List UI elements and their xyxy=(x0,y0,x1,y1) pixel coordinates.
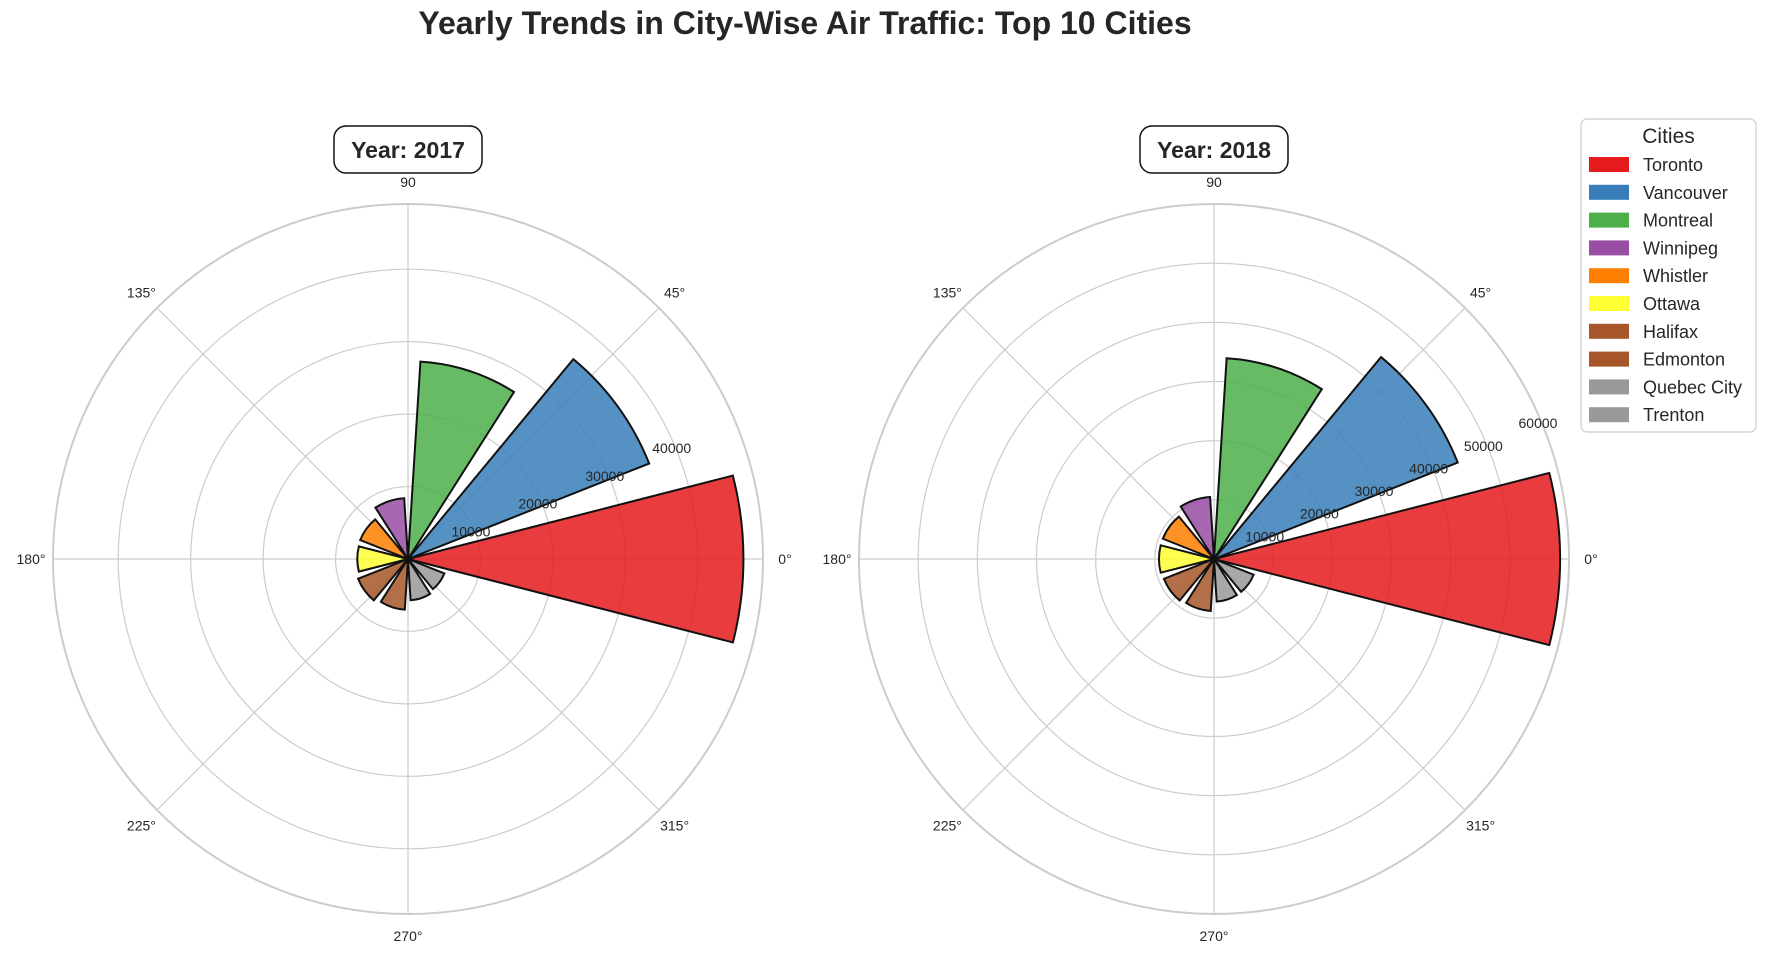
bar-edmonton-2017 xyxy=(379,558,409,611)
angle-tick-label: 225° xyxy=(933,818,962,834)
panel-title-text: Year: 2018 xyxy=(1157,137,1271,163)
legend-title: Cities xyxy=(1642,125,1695,148)
radial-tick-label: 20000 xyxy=(1300,506,1339,522)
angular-gridline xyxy=(1213,558,1466,811)
panel-title-2017: Year: 2017 xyxy=(333,125,483,174)
radial-tick-label: 40000 xyxy=(652,440,691,456)
angle-tick-label: 180° xyxy=(17,551,46,567)
angle-tick-label: 225° xyxy=(127,818,156,834)
legend-swatch-toronto xyxy=(1589,157,1629,172)
radial-tick-label: 10000 xyxy=(451,523,490,539)
angle-tick-label: 45° xyxy=(664,284,685,300)
bar-winnipeg-2017 xyxy=(374,497,409,560)
radial-tick-label: 50000 xyxy=(1464,438,1503,454)
legend-swatch-quebec-city xyxy=(1589,379,1629,395)
panel-title-text: Year: 2017 xyxy=(351,137,465,163)
bar-toronto-2017 xyxy=(407,474,745,644)
legend-swatch-edmonton xyxy=(1589,351,1629,367)
angle-tick-label: 270° xyxy=(1200,928,1229,944)
angular-gridline xyxy=(407,558,660,811)
angle-tick-label: 45° xyxy=(1470,284,1491,300)
legend-swatch-whistler xyxy=(1589,268,1629,284)
legend-label-toronto: Toronto xyxy=(1643,155,1703,175)
angle-tick-label: 0° xyxy=(1584,551,1597,567)
bar-toronto-2018 xyxy=(1213,471,1562,647)
bar-whistler-2017 xyxy=(358,517,409,560)
bar-ottawa-2018 xyxy=(1158,544,1215,574)
legend-swatch-winnipeg xyxy=(1589,240,1629,256)
polar-frame xyxy=(52,203,764,915)
legend: Cities Toronto Vancouver Montreal Winnipeg Wh… xyxy=(1580,118,1757,433)
chart-title: Yearly Trends in City-Wise Air Traffic: … xyxy=(418,5,1191,41)
panel-title-box xyxy=(1139,125,1289,174)
legend-label-winnipeg: Winnipeg xyxy=(1643,238,1718,258)
bar-quebec-city-2017 xyxy=(407,558,432,602)
bar-trenton-2017 xyxy=(407,558,446,591)
angular-gridline xyxy=(156,558,409,811)
angle-tick-label: 270° xyxy=(394,928,423,944)
bar-trenton-2018 xyxy=(1213,558,1255,594)
angular-gridline xyxy=(156,307,409,560)
bar-quebec-city-2018 xyxy=(1213,558,1239,603)
legend-label-montreal: Montreal xyxy=(1643,211,1713,231)
legend-label-ottawa: Ottawa xyxy=(1643,294,1701,314)
radial-tick-label: 30000 xyxy=(585,468,624,484)
radial-tick-label: 10000 xyxy=(1245,528,1284,544)
angle-tick-label: 0° xyxy=(778,551,791,567)
angular-gridline xyxy=(962,307,1215,560)
legend-swatch-halifax xyxy=(1589,323,1629,339)
angle-tick-label: 135° xyxy=(933,284,962,300)
bar-halifax-2018 xyxy=(1162,558,1215,602)
angle-tick-label: 180° xyxy=(823,551,852,567)
radial-tick-label: 30000 xyxy=(1355,483,1394,499)
radial-tick-label: 40000 xyxy=(1409,460,1448,476)
legend-label-edmonton: Edmonton xyxy=(1643,350,1725,370)
angle-tick-label: 315° xyxy=(660,818,689,834)
bar-vancouver-2018 xyxy=(1213,355,1459,560)
legend-label-trenton: Trenton xyxy=(1643,405,1704,425)
bar-montreal-2017 xyxy=(407,360,516,560)
bar-edmonton-2018 xyxy=(1184,558,1215,613)
angle-tick-label: 135° xyxy=(127,284,156,300)
legend-swatch-ottawa xyxy=(1589,296,1629,311)
bar-vancouver-2017 xyxy=(407,357,651,560)
legend-label-quebec-city: Quebec City xyxy=(1643,377,1742,397)
legend-swatch-montreal xyxy=(1589,212,1629,228)
bar-ottawa-2017 xyxy=(356,545,409,573)
polar-frame xyxy=(858,203,1570,915)
angular-gridline xyxy=(962,558,1215,811)
bar-whistler-2018 xyxy=(1161,515,1215,560)
radial-tick-label: 60000 xyxy=(1519,415,1558,431)
polar-panel-2018: 10000 20000 30000 40000 50000 60000 0° 45° 90 135… xyxy=(823,125,1598,944)
angle-tick-label: 90 xyxy=(1206,174,1222,190)
bar-winnipeg-2018 xyxy=(1179,495,1215,560)
panel-title-box xyxy=(333,125,483,174)
panel-title-2018: Year: 2018 xyxy=(1139,125,1289,174)
radial-tick-label: 20000 xyxy=(518,496,557,512)
chart-panels: 10000 20000 30000 40000 0° 45° 90 135° 180° 225° 2… xyxy=(17,125,1598,944)
legend-label-vancouver: Vancouver xyxy=(1643,183,1728,203)
bar-halifax-2017 xyxy=(356,558,409,602)
bar-montreal-2018 xyxy=(1213,357,1324,560)
legend-label-halifax: Halifax xyxy=(1643,322,1698,342)
legend-label-whistler: Whistler xyxy=(1643,266,1708,286)
legend-swatch-trenton xyxy=(1589,407,1629,423)
angle-tick-label: 90 xyxy=(400,174,416,190)
polar-panel-2017: 10000 20000 30000 40000 0° 45° 90 135° 180° 225° 2… xyxy=(17,125,792,944)
legend-swatch-vancouver xyxy=(1589,184,1629,200)
angle-tick-label: 315° xyxy=(1466,818,1495,834)
